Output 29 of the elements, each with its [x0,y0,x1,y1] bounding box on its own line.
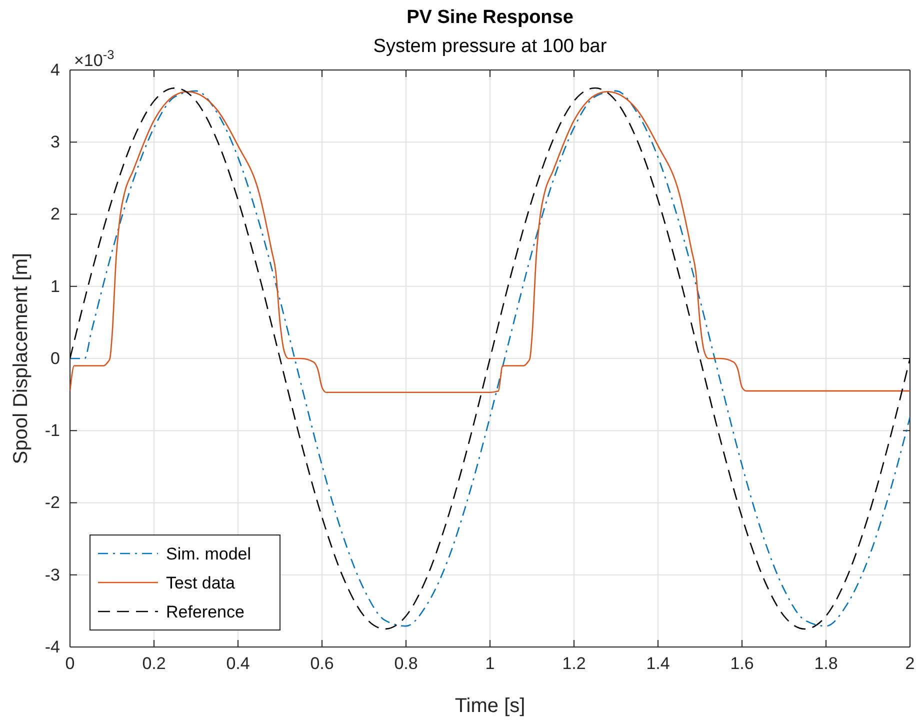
y-tick-label: 1 [50,276,60,296]
chart-subtitle: System pressure at 100 bar [373,36,608,57]
x-tick-label: 0.6 [310,654,334,674]
y-tick-label: -4 [44,637,60,656]
legend-label: Test data [166,574,236,592]
x-tick-label: 0.2 [142,654,166,674]
x-tick-label: 0.4 [226,654,250,674]
x-tick-label: 1.6 [730,654,754,674]
x-tick-label: 1 [485,654,495,674]
y-tick-label: 2 [50,204,60,224]
y-tick-label: 0 [50,348,60,368]
chart-title: PV Sine Response [406,7,574,28]
x-tick-label: 1.8 [814,654,838,674]
x-tick-label: 2 [905,654,915,674]
line-series [70,90,910,394]
x-tick-label: 1.4 [646,654,670,674]
x-axis-title: Time [s] [454,695,526,717]
x-tick-label: 0 [65,654,75,674]
y-tick-label: 4 [50,60,60,80]
legend-label: Sim. model [166,544,252,564]
y-tick-label: -3 [44,565,60,584]
y-axis-title: Spool Displacement [m] [10,252,32,464]
x-tick-label: 0.8 [394,654,418,674]
legend-label: Reference [166,602,244,622]
x-tick-label: 1.2 [562,654,586,674]
y-tick-label: 3 [50,132,60,152]
y-tick-label: -2 [44,493,60,512]
annotation: ×10$^{-3}$ [74,46,114,70]
y-tick-label: -1 [44,421,60,440]
